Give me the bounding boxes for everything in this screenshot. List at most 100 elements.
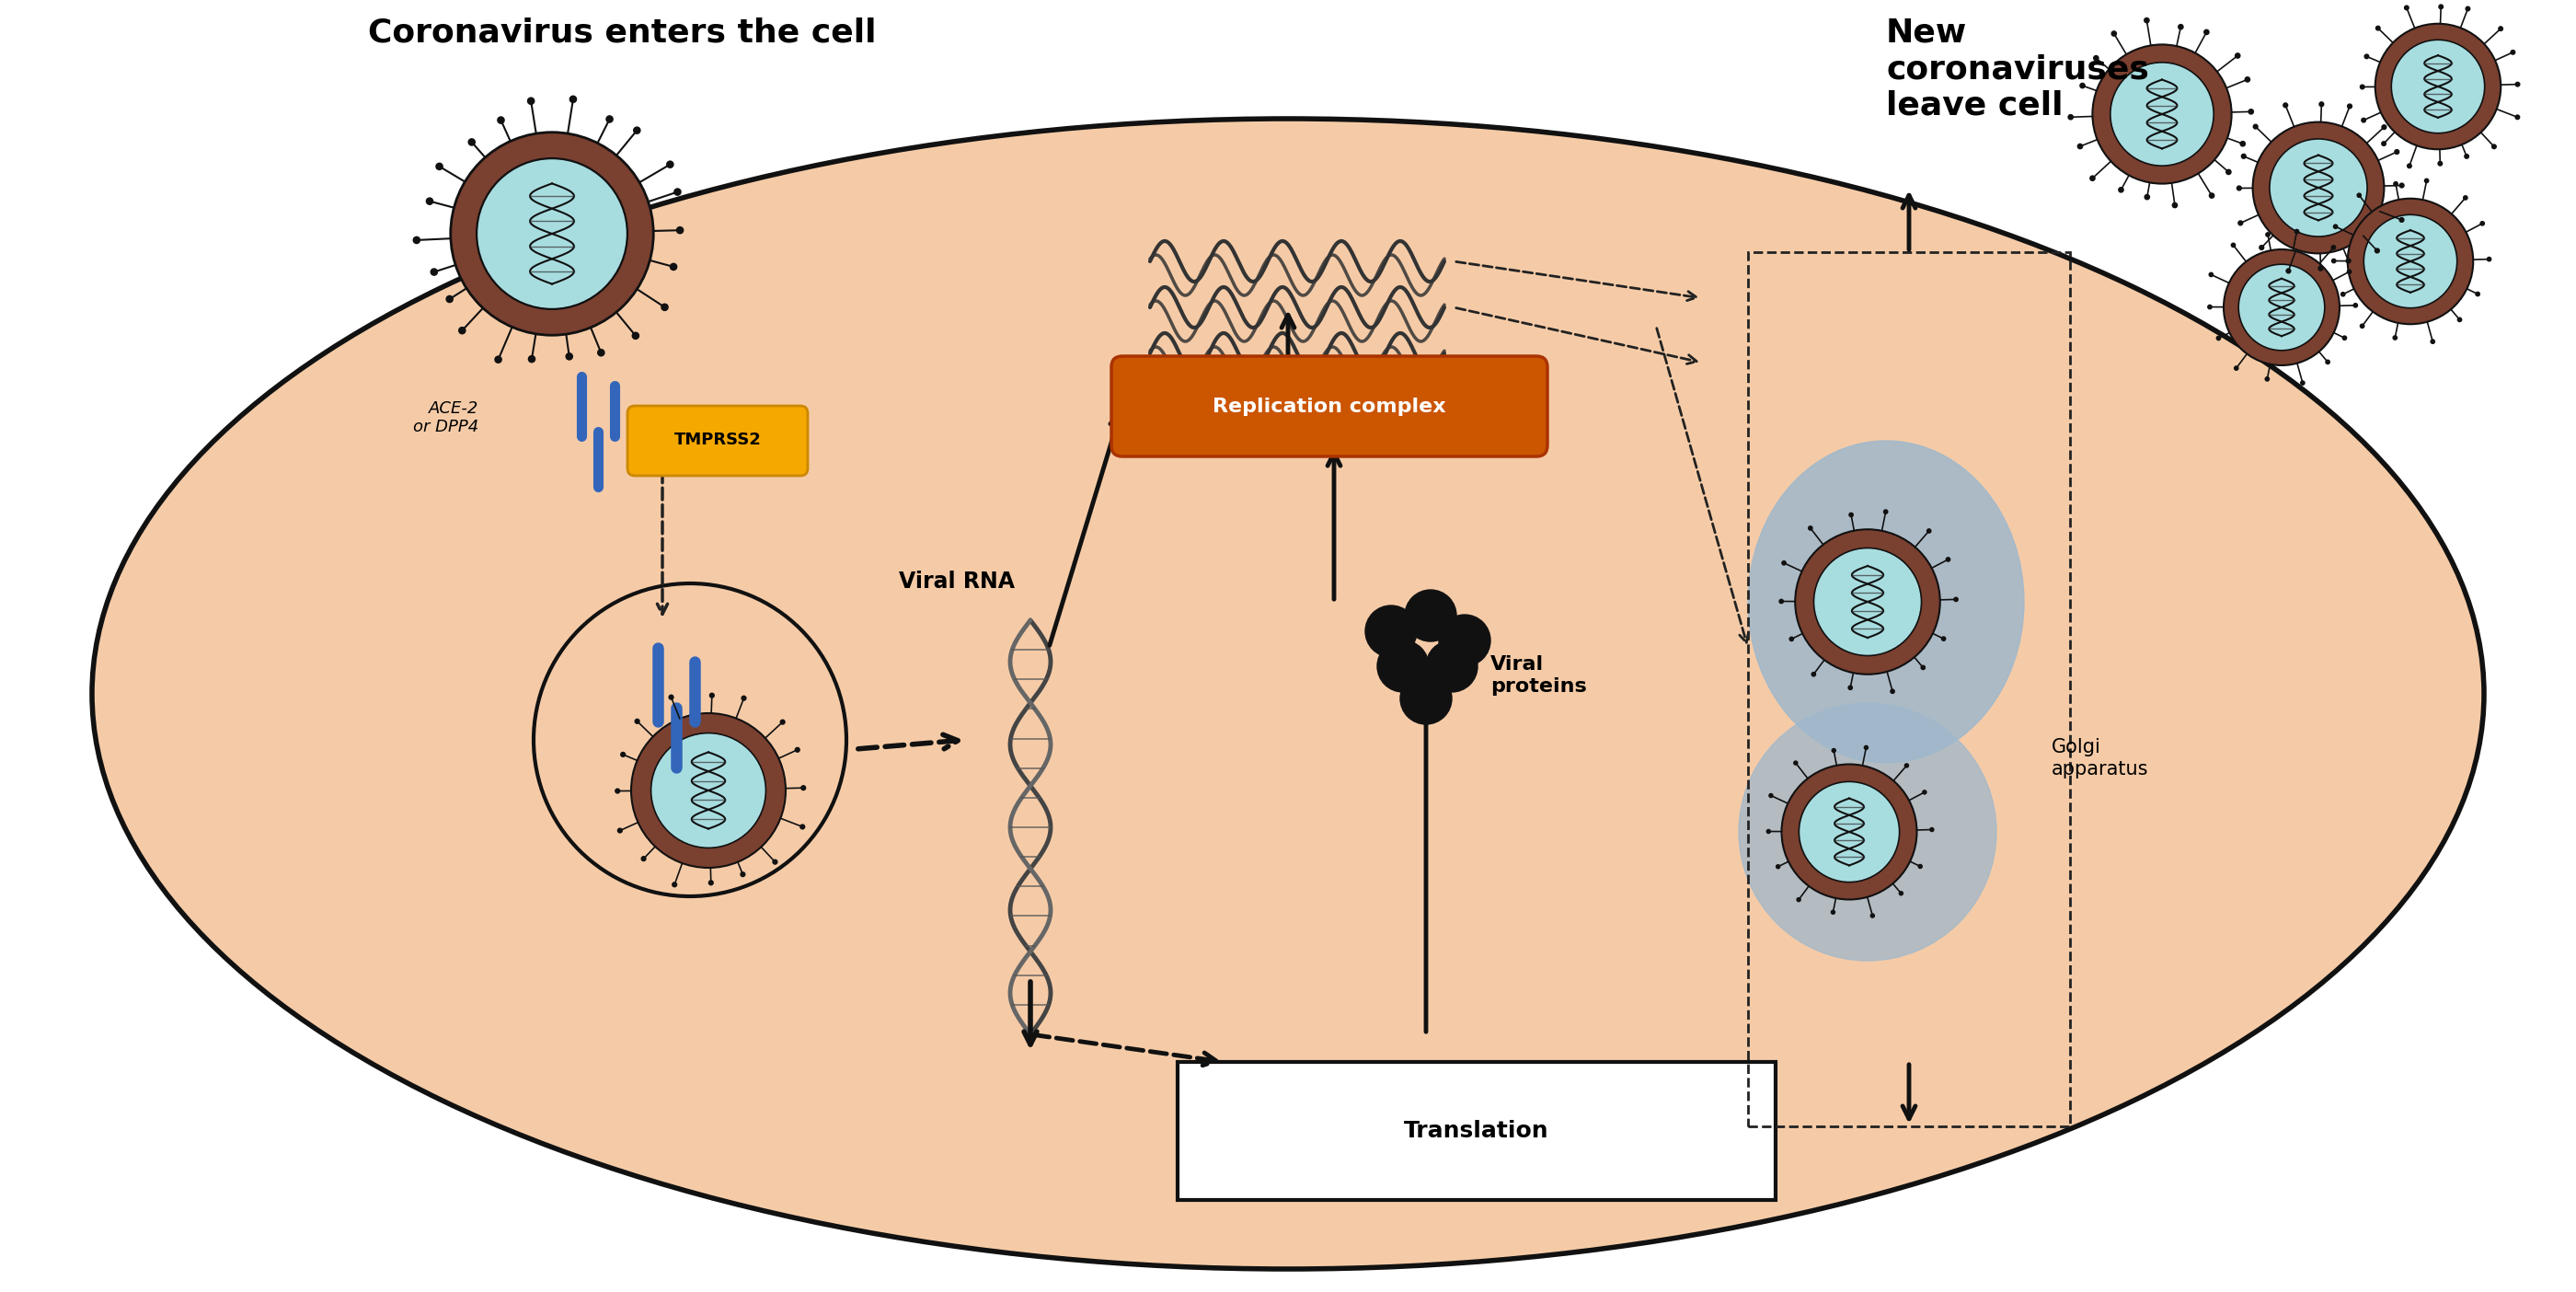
Circle shape: [631, 332, 639, 339]
Text: Coronavirus enters the cell: Coronavirus enters the cell: [368, 18, 876, 49]
Circle shape: [2069, 115, 2074, 120]
Circle shape: [667, 162, 672, 168]
Circle shape: [1832, 748, 1837, 752]
Circle shape: [2439, 5, 2442, 9]
Circle shape: [2393, 336, 2398, 340]
Circle shape: [2318, 266, 2324, 270]
Circle shape: [1767, 829, 1770, 833]
Circle shape: [1922, 665, 1924, 669]
Circle shape: [1945, 557, 1950, 562]
Circle shape: [1777, 864, 1780, 868]
Circle shape: [2396, 150, 2398, 154]
Circle shape: [2094, 56, 2099, 61]
Circle shape: [1783, 561, 1785, 565]
Circle shape: [2365, 214, 2458, 307]
Circle shape: [430, 269, 438, 275]
Circle shape: [2208, 305, 2213, 309]
Circle shape: [2331, 258, 2336, 262]
Circle shape: [2437, 162, 2442, 165]
Circle shape: [2226, 169, 2231, 174]
Circle shape: [2463, 196, 2468, 200]
Circle shape: [781, 720, 786, 725]
Circle shape: [1427, 641, 1479, 693]
Circle shape: [616, 788, 621, 793]
Circle shape: [2383, 125, 2385, 129]
Circle shape: [1365, 606, 1417, 658]
Circle shape: [2223, 249, 2339, 366]
Circle shape: [425, 198, 433, 204]
Circle shape: [2259, 245, 2264, 249]
Circle shape: [2089, 176, 2094, 181]
Circle shape: [2282, 103, 2287, 107]
Circle shape: [2347, 105, 2352, 109]
Circle shape: [2342, 336, 2347, 340]
Circle shape: [495, 357, 502, 363]
Circle shape: [605, 116, 613, 123]
Circle shape: [477, 159, 629, 309]
Circle shape: [2375, 26, 2380, 30]
Circle shape: [1850, 513, 1852, 517]
Circle shape: [1790, 637, 1793, 641]
Circle shape: [2375, 23, 2501, 150]
Circle shape: [2347, 270, 2352, 274]
Circle shape: [2264, 377, 2269, 381]
Circle shape: [2334, 225, 2336, 229]
Circle shape: [528, 98, 533, 105]
Circle shape: [2249, 110, 2254, 114]
Circle shape: [1793, 761, 1798, 765]
Circle shape: [2491, 145, 2496, 149]
Circle shape: [533, 584, 848, 897]
Circle shape: [1783, 765, 1917, 899]
Circle shape: [2342, 292, 2344, 296]
Circle shape: [2360, 85, 2365, 89]
Circle shape: [2432, 340, 2434, 344]
Circle shape: [2514, 115, 2519, 119]
Circle shape: [569, 96, 577, 102]
Circle shape: [2251, 121, 2385, 253]
Text: Golgi
apparatus: Golgi apparatus: [2050, 739, 2148, 778]
Circle shape: [2360, 324, 2365, 328]
Circle shape: [2239, 265, 2324, 350]
Circle shape: [2517, 83, 2519, 87]
Circle shape: [2233, 366, 2239, 371]
Circle shape: [2347, 258, 2352, 264]
Circle shape: [2215, 336, 2221, 340]
Circle shape: [1795, 530, 1940, 674]
Circle shape: [2236, 186, 2241, 190]
FancyBboxPatch shape: [629, 406, 809, 475]
Circle shape: [2465, 154, 2468, 159]
Text: Viral
proteins: Viral proteins: [1492, 655, 1587, 695]
Circle shape: [2246, 78, 2249, 81]
Circle shape: [618, 828, 623, 833]
Circle shape: [1814, 548, 1922, 655]
Circle shape: [2241, 141, 2246, 146]
Circle shape: [1865, 745, 1868, 749]
Circle shape: [742, 872, 744, 876]
Circle shape: [2318, 102, 2324, 106]
Circle shape: [672, 882, 677, 886]
Circle shape: [2347, 199, 2473, 324]
Circle shape: [1899, 891, 1904, 895]
Circle shape: [1780, 599, 1783, 603]
Circle shape: [2331, 245, 2336, 249]
Circle shape: [2205, 30, 2210, 35]
Circle shape: [1850, 686, 1852, 690]
Text: Replication complex: Replication complex: [1213, 397, 1445, 416]
Circle shape: [1942, 637, 1945, 641]
FancyBboxPatch shape: [1110, 357, 1548, 456]
Circle shape: [1811, 672, 1816, 676]
Circle shape: [801, 824, 804, 829]
Circle shape: [2110, 62, 2213, 165]
Circle shape: [773, 859, 778, 864]
Circle shape: [2295, 230, 2298, 234]
Circle shape: [2172, 203, 2177, 208]
Circle shape: [2300, 381, 2306, 385]
Ellipse shape: [93, 119, 2483, 1269]
Circle shape: [796, 748, 799, 752]
Circle shape: [636, 720, 639, 724]
Circle shape: [2481, 221, 2483, 225]
Circle shape: [2079, 143, 2081, 149]
Circle shape: [708, 881, 714, 885]
Circle shape: [2375, 248, 2380, 253]
Circle shape: [1927, 528, 1932, 532]
